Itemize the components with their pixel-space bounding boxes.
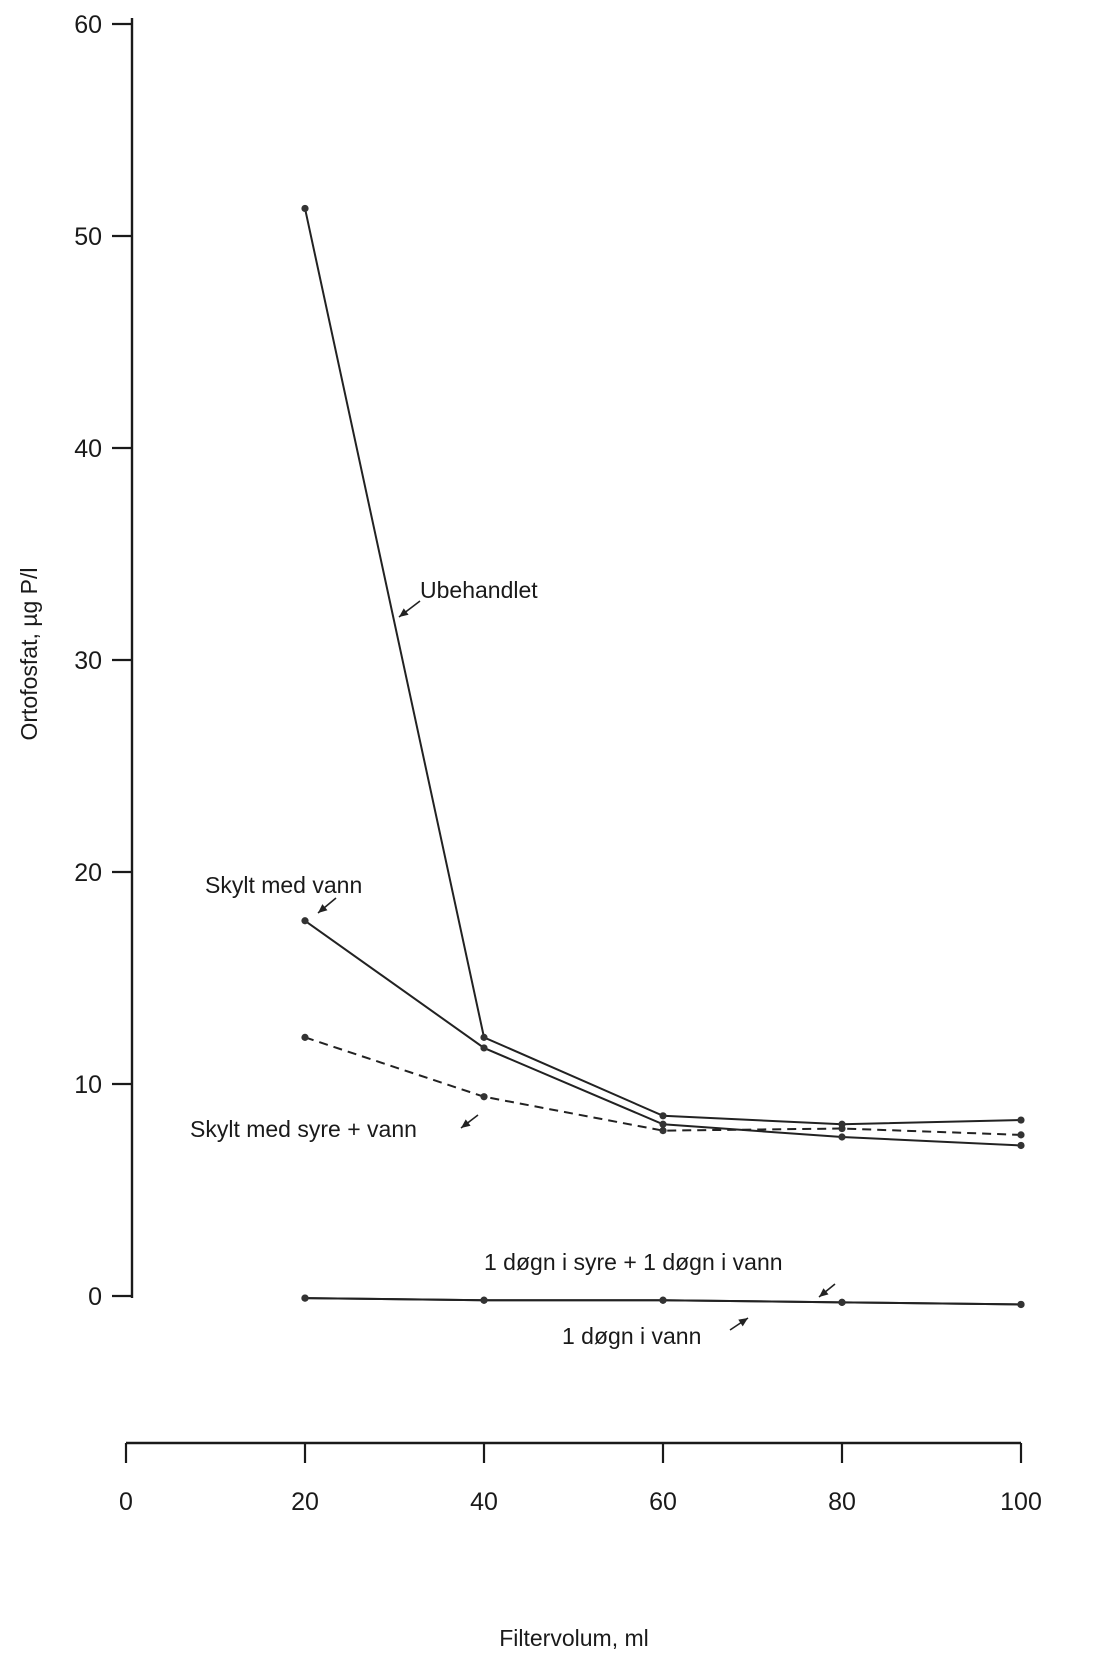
data-point	[480, 1296, 488, 1304]
annotation-label: 1 døgn i vann	[562, 1323, 701, 1349]
data-point	[1017, 1131, 1025, 1139]
data-point	[838, 1133, 846, 1141]
y-tick-label: 10	[74, 1071, 102, 1099]
annotation-label: Skylt med syre + vann	[190, 1116, 417, 1142]
data-point	[480, 1033, 488, 1041]
series-skylt-med-syre-vann	[301, 1033, 1025, 1139]
series-ubehandlet	[301, 204, 1025, 1128]
data-point	[301, 1294, 309, 1302]
x-tick-label: 20	[291, 1488, 319, 1516]
arrowhead-icon	[399, 608, 409, 617]
data-point	[659, 1112, 667, 1120]
x-tick-label: 60	[649, 1488, 677, 1516]
data-point	[1017, 1141, 1025, 1150]
y-tick-label: 20	[74, 859, 102, 887]
annotation-label: 1 døgn i syre + 1 døgn i vann	[484, 1249, 783, 1275]
annotation-label: Skylt med vann	[205, 872, 362, 898]
data-point	[1017, 1116, 1025, 1124]
y-axis: 0 10 20 30 40 50 60	[74, 11, 134, 1311]
data-point	[838, 1124, 846, 1133]
y-tick-label: 50	[74, 223, 102, 251]
data-point	[480, 1093, 488, 1101]
series-line	[304, 208, 1022, 1126]
x-axis: 0 20 40 60 80 100	[119, 1441, 1042, 1516]
arrowhead-icon	[819, 1288, 829, 1297]
data-point	[838, 1298, 846, 1306]
data-point	[659, 1127, 667, 1135]
annotation-skylt-syre-vann: Skylt med syre + vann	[190, 1114, 479, 1142]
data-point	[659, 1296, 667, 1304]
series-layer	[301, 204, 1025, 1309]
annotation-ubehandlet: Ubehandlet	[398, 577, 538, 618]
data-point	[1017, 1300, 1025, 1309]
arrowhead-icon	[738, 1318, 748, 1327]
y-tick-label: 60	[74, 11, 102, 39]
annotation-layer: Ubehandlet Skylt med vann Skylt med syre +…	[190, 577, 836, 1349]
data-point	[659, 1120, 667, 1128]
x-tick-label: 100	[1000, 1488, 1042, 1516]
x-tick-label: 0	[119, 1488, 133, 1516]
y-tick-label: 40	[74, 435, 102, 463]
x-tick-label: 80	[828, 1488, 856, 1516]
series-skylt-med-vann	[301, 917, 1025, 1150]
arrowhead-icon	[318, 904, 328, 913]
y-tick-label: 0	[88, 1283, 102, 1311]
data-point	[301, 917, 309, 925]
y-axis-title: Ortofosfat, µg P/l	[16, 567, 42, 740]
series-line	[304, 1036, 1022, 1136]
x-axis-title: Filtervolum, ml	[499, 1625, 649, 1651]
x-tick-label: 40	[470, 1488, 498, 1516]
data-point	[301, 1033, 309, 1041]
series-1-d-gn-i-vann	[301, 1294, 1025, 1309]
y-tick-label: 30	[74, 647, 102, 675]
annotation-vann-dogn: 1 døgn i vann	[562, 1317, 749, 1349]
annotation-syre-vann-dogn: 1 døgn i syre + 1 døgn i vann	[484, 1249, 836, 1298]
annotation-label: Ubehandlet	[420, 577, 538, 603]
data-point	[301, 204, 309, 213]
arrowhead-icon	[461, 1119, 471, 1128]
annotation-skylt-vann: Skylt med vann	[205, 872, 362, 914]
series-line	[304, 919, 1022, 1147]
data-point	[480, 1044, 488, 1052]
